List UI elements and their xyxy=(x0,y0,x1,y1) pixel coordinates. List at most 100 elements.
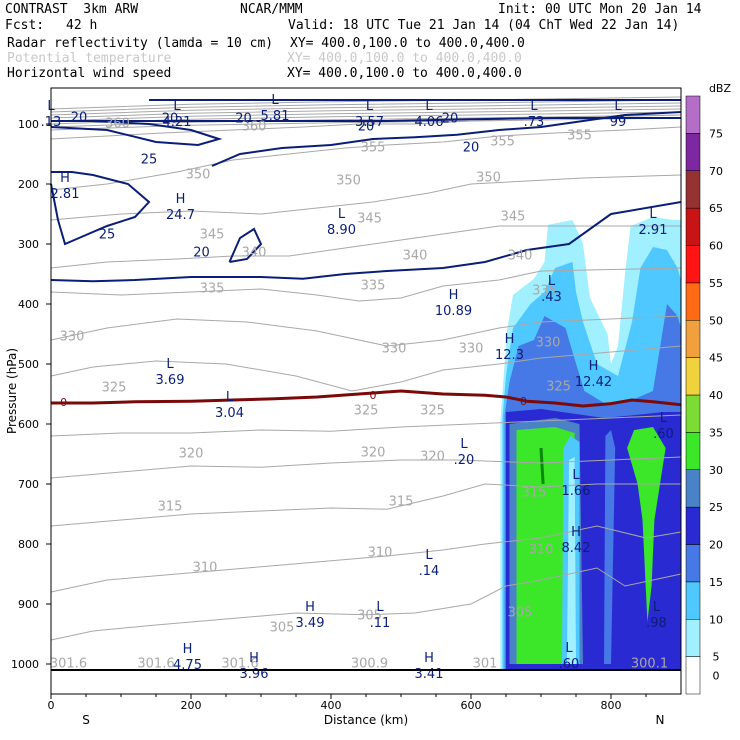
field-xy-reflectivity: XY= 400.0,100.0 to 400.0,400.0 xyxy=(290,36,525,51)
colorbar-swatch-0 xyxy=(685,656,701,695)
theta-label-345: 345 xyxy=(357,211,382,226)
wind-label-25: 25 xyxy=(141,153,158,168)
extremum-value: .43 xyxy=(541,290,562,305)
colorbar-swatch-15 xyxy=(685,544,701,583)
extremum-value: 12.42 xyxy=(575,375,612,390)
extremum-marker-L: L xyxy=(271,93,279,108)
wind-contour xyxy=(50,171,151,246)
extremum-value: 8.90 xyxy=(327,223,356,238)
theta-contour-upper xyxy=(50,105,682,119)
wind-contour xyxy=(93,117,681,122)
reflectivity-core xyxy=(539,447,545,485)
colorbar-swatch-10 xyxy=(685,581,701,620)
extremum-marker-L: L xyxy=(460,437,468,452)
extremum-marker-L: L xyxy=(226,390,234,405)
direction-north: N xyxy=(656,713,665,727)
theta-label-340: 340 xyxy=(242,246,267,261)
extremum-marker-L: L xyxy=(366,99,374,114)
theta-contour-355 xyxy=(50,126,682,191)
extremum-value: .20 xyxy=(454,453,475,468)
theta-contour-335 xyxy=(50,315,682,347)
theta-label-315: 315 xyxy=(158,499,183,514)
extremum-value: .60 xyxy=(653,427,674,442)
extremum-value: 2.81 xyxy=(51,187,80,202)
extremum-marker-H: H xyxy=(60,171,70,186)
theta-label-310: 310 xyxy=(368,546,393,561)
theta-label-325: 325 xyxy=(546,379,571,394)
theta-contour-325 xyxy=(50,414,682,437)
wind-label-20: 20 xyxy=(193,246,210,261)
init-time: Init: 00 UTC Mon 20 Jan 14 xyxy=(498,2,702,17)
freezing-level-label: 0 xyxy=(520,395,527,408)
theta-contour-350 xyxy=(50,174,682,221)
freezing-level-label: 0 xyxy=(370,389,377,402)
extremum-marker-L: L xyxy=(653,600,661,615)
colorbar-swatch-65 xyxy=(685,170,701,209)
x-axis-label: Distance (km) xyxy=(324,713,408,727)
theta-contour-305 xyxy=(50,567,682,641)
extremum-value: 1.66 xyxy=(562,484,591,499)
reflectivity-area-15 xyxy=(604,430,616,664)
colorbar-label-60: 60 xyxy=(709,240,723,253)
theta-label-350: 350 xyxy=(186,168,211,183)
extremum-value: .11 xyxy=(370,616,391,631)
contour-labels-layer: 305 305 305 310 310 310 315 315 315 320 320 320 325 3… xyxy=(50,111,668,672)
colorbar-swatch-45 xyxy=(685,320,701,358)
colorbar-label-25: 25 xyxy=(709,501,723,514)
theta-contour-upper xyxy=(50,99,682,113)
theta-label-330: 330 xyxy=(459,342,484,357)
colorbar-swatch-75 xyxy=(685,95,701,134)
fcst-value: 42 h xyxy=(66,18,98,33)
colorbar-unit: dBZ xyxy=(709,82,732,95)
x-tick-label: 0 xyxy=(48,699,55,712)
theta-surface-label: 300.1 xyxy=(631,657,668,672)
colorbar-label-50: 50 xyxy=(709,314,723,327)
theta-label-360: 360 xyxy=(242,120,267,135)
theta-label-325: 325 xyxy=(354,403,379,418)
colorbar-label-0: 0 xyxy=(713,669,720,682)
theta-contour-320 xyxy=(50,456,682,479)
theta-label-305: 305 xyxy=(270,621,295,636)
axes-layer: 0 200 400 600 800100200300400500600700800900… xyxy=(5,87,682,727)
colorbar-swatch-25 xyxy=(685,469,701,508)
extremum-value: 2.91 xyxy=(639,223,668,238)
extremum-value: 3.69 xyxy=(156,373,185,388)
wind-contour xyxy=(50,201,682,283)
theta-contour-upper xyxy=(50,102,682,116)
fcst-label: Fcst: xyxy=(5,18,45,33)
extremum-value: .14 xyxy=(419,564,440,579)
theta-label-320: 320 xyxy=(179,447,204,462)
extremum-value: 4.21 xyxy=(163,115,192,130)
extremum-value: .98 xyxy=(646,616,667,631)
colorbar-swatch-30 xyxy=(685,432,701,470)
theta-label-325: 325 xyxy=(420,403,445,418)
valid-time: Valid: 18 UTC Tue 21 Jan 14 (04 ChT Wed … xyxy=(288,18,680,33)
field-xy-wind: XY= 400.0,100.0 to 400.0,400.0 xyxy=(287,66,522,81)
theta-surface-label: 301 xyxy=(473,657,498,672)
theta-label-325: 325 xyxy=(102,381,127,396)
extremum-marker-H: H xyxy=(183,642,193,657)
extremum-value: .60 xyxy=(559,657,580,672)
y-tick-label: 200 xyxy=(18,178,39,191)
theta-label-355: 355 xyxy=(567,129,592,144)
theta-label-340: 340 xyxy=(403,249,428,264)
colorbar-label-75: 75 xyxy=(709,127,723,140)
extremum-value: 12.3 xyxy=(495,348,524,363)
extremum-marker-L: L xyxy=(565,641,573,656)
theta-label-345: 345 xyxy=(200,228,225,243)
extremum-value: 5.81 xyxy=(261,109,290,124)
theta-label-330: 330 xyxy=(60,330,85,345)
theta-label-315: 315 xyxy=(522,486,547,501)
extremum-value: 3.57 xyxy=(355,115,384,130)
wind-label-20: 20 xyxy=(358,120,375,135)
extremum-marker-L: L xyxy=(649,207,657,222)
theta-contour-upper xyxy=(50,117,682,131)
theta-label-350: 350 xyxy=(336,174,361,189)
extremum-marker-H: H xyxy=(449,288,459,303)
organization: NCAR/MMM xyxy=(240,2,303,17)
y-axis-label: Pressure (hPa) xyxy=(5,348,19,434)
theta-label-310: 310 xyxy=(529,543,554,558)
wind-contour-layer xyxy=(50,99,682,283)
y-tick-label: 100 xyxy=(18,118,39,131)
extremum-marker-H: H xyxy=(589,359,599,374)
